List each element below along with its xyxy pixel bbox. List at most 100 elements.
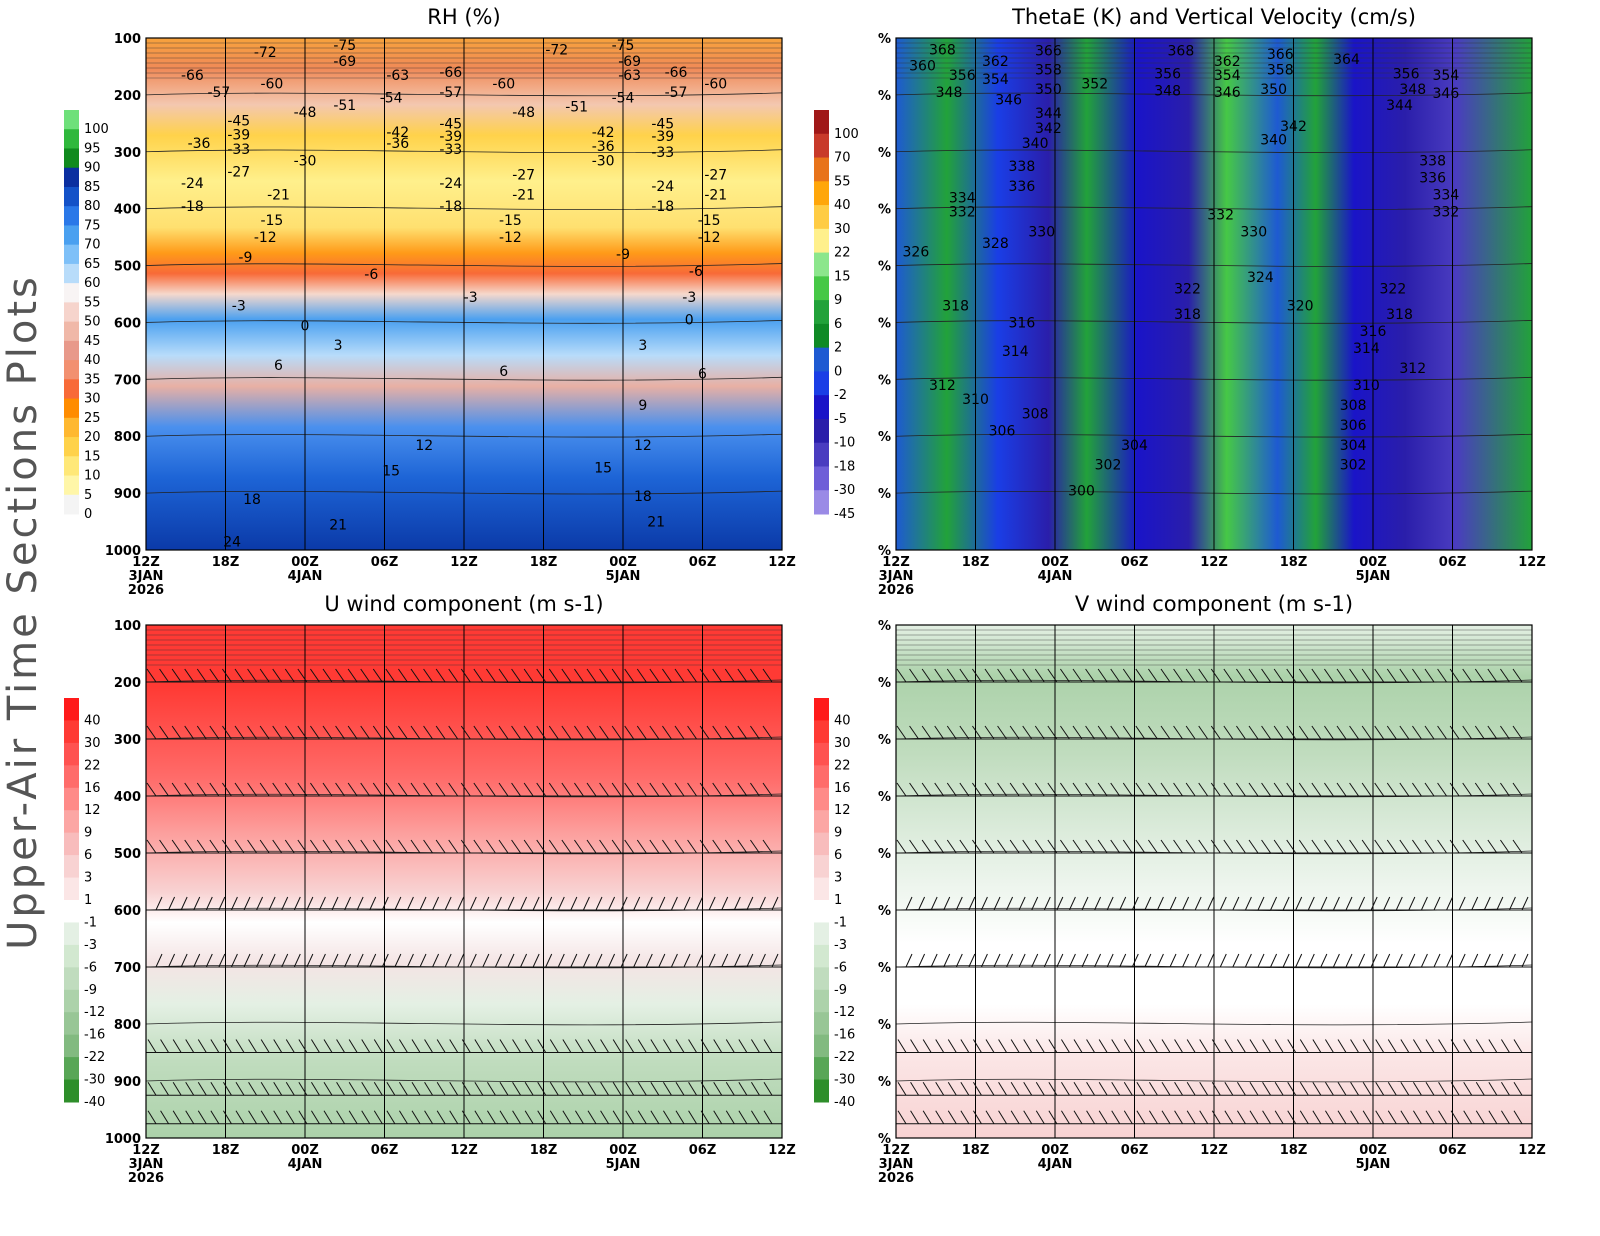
wind-barb xyxy=(1521,896,1529,911)
wind-barb xyxy=(385,668,396,683)
wind-barb xyxy=(548,668,559,683)
x-tick-label: 06Z xyxy=(689,555,717,570)
x-date-label: 4JAN xyxy=(1038,569,1073,584)
wind-barb xyxy=(432,896,440,911)
contour-line xyxy=(895,433,1533,438)
wind-barb xyxy=(960,1110,970,1125)
contour-label: 344 xyxy=(1386,98,1413,114)
wind-barb xyxy=(1325,1081,1334,1096)
wind-barb xyxy=(1350,1110,1359,1125)
wind-barb xyxy=(1149,1110,1158,1125)
wind-barb xyxy=(335,839,345,854)
colorbar-swatch xyxy=(814,157,829,182)
wind-barb xyxy=(955,953,963,968)
wind-barb xyxy=(1336,668,1347,683)
wind-barb xyxy=(674,839,685,854)
contour-label: 338 xyxy=(1009,159,1036,175)
y-tick-label: % xyxy=(878,847,891,862)
contour-label: -33 xyxy=(651,145,674,161)
contour-label: -3 xyxy=(464,290,478,306)
wind-barb xyxy=(721,953,729,968)
contour-label: -45 xyxy=(651,116,674,132)
contour-label: -39 xyxy=(227,128,250,144)
wind-barb xyxy=(1156,896,1164,911)
wind-barb xyxy=(344,896,352,911)
y-tick-label: 800 xyxy=(114,1018,141,1033)
wind-barb xyxy=(909,668,919,683)
wind-barb xyxy=(1311,668,1322,683)
wind-barb xyxy=(1438,1081,1447,1096)
wind-barb xyxy=(1111,1110,1121,1125)
colorbar-swatch xyxy=(814,720,829,744)
wind-barb xyxy=(1022,839,1033,854)
wind-barb xyxy=(423,725,433,740)
wind-barb xyxy=(997,839,1007,854)
wind-barb xyxy=(1475,1081,1485,1096)
wind-barb xyxy=(624,782,635,797)
wind-barb xyxy=(972,725,982,740)
wind-barb xyxy=(259,839,270,854)
wind-barb xyxy=(1287,1039,1297,1053)
wind-barb xyxy=(372,668,383,683)
wind-barb xyxy=(411,1039,421,1053)
contour-label: 330 xyxy=(1028,224,1055,240)
colorbar-label: 15 xyxy=(84,449,101,464)
wind-barb xyxy=(687,839,697,854)
wind-barb xyxy=(708,896,716,911)
wind-barb xyxy=(1425,1081,1435,1096)
wind-barb xyxy=(285,1039,295,1053)
wind-barb xyxy=(1023,1081,1033,1096)
wind-barb xyxy=(905,953,913,968)
wind-barb xyxy=(1458,896,1466,911)
wind-barb xyxy=(297,782,308,797)
wind-barb xyxy=(386,1039,396,1053)
wind-barb xyxy=(172,1039,182,1053)
contour-line xyxy=(145,1021,783,1026)
y-tick-label: 100 xyxy=(114,32,141,47)
wind-barb xyxy=(1282,896,1290,911)
wind-barb xyxy=(512,1081,521,1096)
wind-barb xyxy=(1085,782,1095,797)
wind-barb xyxy=(297,839,308,854)
wind-barb xyxy=(1412,782,1422,797)
wind-barb xyxy=(1437,725,1447,740)
colorbar-swatch xyxy=(814,133,829,159)
colorbar-swatch xyxy=(64,110,79,130)
contour-line xyxy=(895,490,1533,495)
wind-barb xyxy=(1487,725,1498,740)
wind-barb xyxy=(724,668,735,683)
wind-barb xyxy=(1450,1081,1460,1096)
y-tick-label: % xyxy=(878,1075,891,1090)
wind-barb xyxy=(625,1039,635,1053)
wind-barb xyxy=(1387,1081,1397,1096)
wind-barb xyxy=(210,1039,220,1053)
wind-barb xyxy=(235,1081,245,1096)
wind-barb xyxy=(1136,1110,1146,1125)
contour-label: 354 xyxy=(1214,68,1241,84)
wind-barb xyxy=(1375,1081,1385,1096)
x-tick-label: 18Z xyxy=(962,1143,990,1158)
wind-barb xyxy=(222,668,232,683)
wind-barb xyxy=(482,896,490,911)
wind-barb xyxy=(536,668,547,683)
wind-barb xyxy=(688,1110,697,1125)
wind-barb xyxy=(1160,725,1171,740)
wind-barb xyxy=(209,725,220,740)
wind-barb xyxy=(1035,1039,1045,1053)
wind-barb xyxy=(230,896,238,911)
wind-barb xyxy=(335,725,345,740)
wind-barb xyxy=(1274,1110,1284,1125)
wind-barb xyxy=(562,1081,572,1096)
wind-barb xyxy=(1383,953,1391,968)
wind-barb xyxy=(896,725,907,740)
colorbar-label: 40 xyxy=(84,713,101,728)
wind-barb xyxy=(297,725,308,740)
contour-label: 12 xyxy=(415,438,433,454)
wind-barb xyxy=(1131,953,1139,968)
contour-label: -75 xyxy=(612,38,635,54)
wind-barb xyxy=(272,839,283,854)
x-tick-label: 00Z xyxy=(1359,1143,1387,1158)
wind-barb xyxy=(1244,896,1252,911)
wind-barb xyxy=(896,782,907,797)
wind-barb xyxy=(419,896,427,911)
